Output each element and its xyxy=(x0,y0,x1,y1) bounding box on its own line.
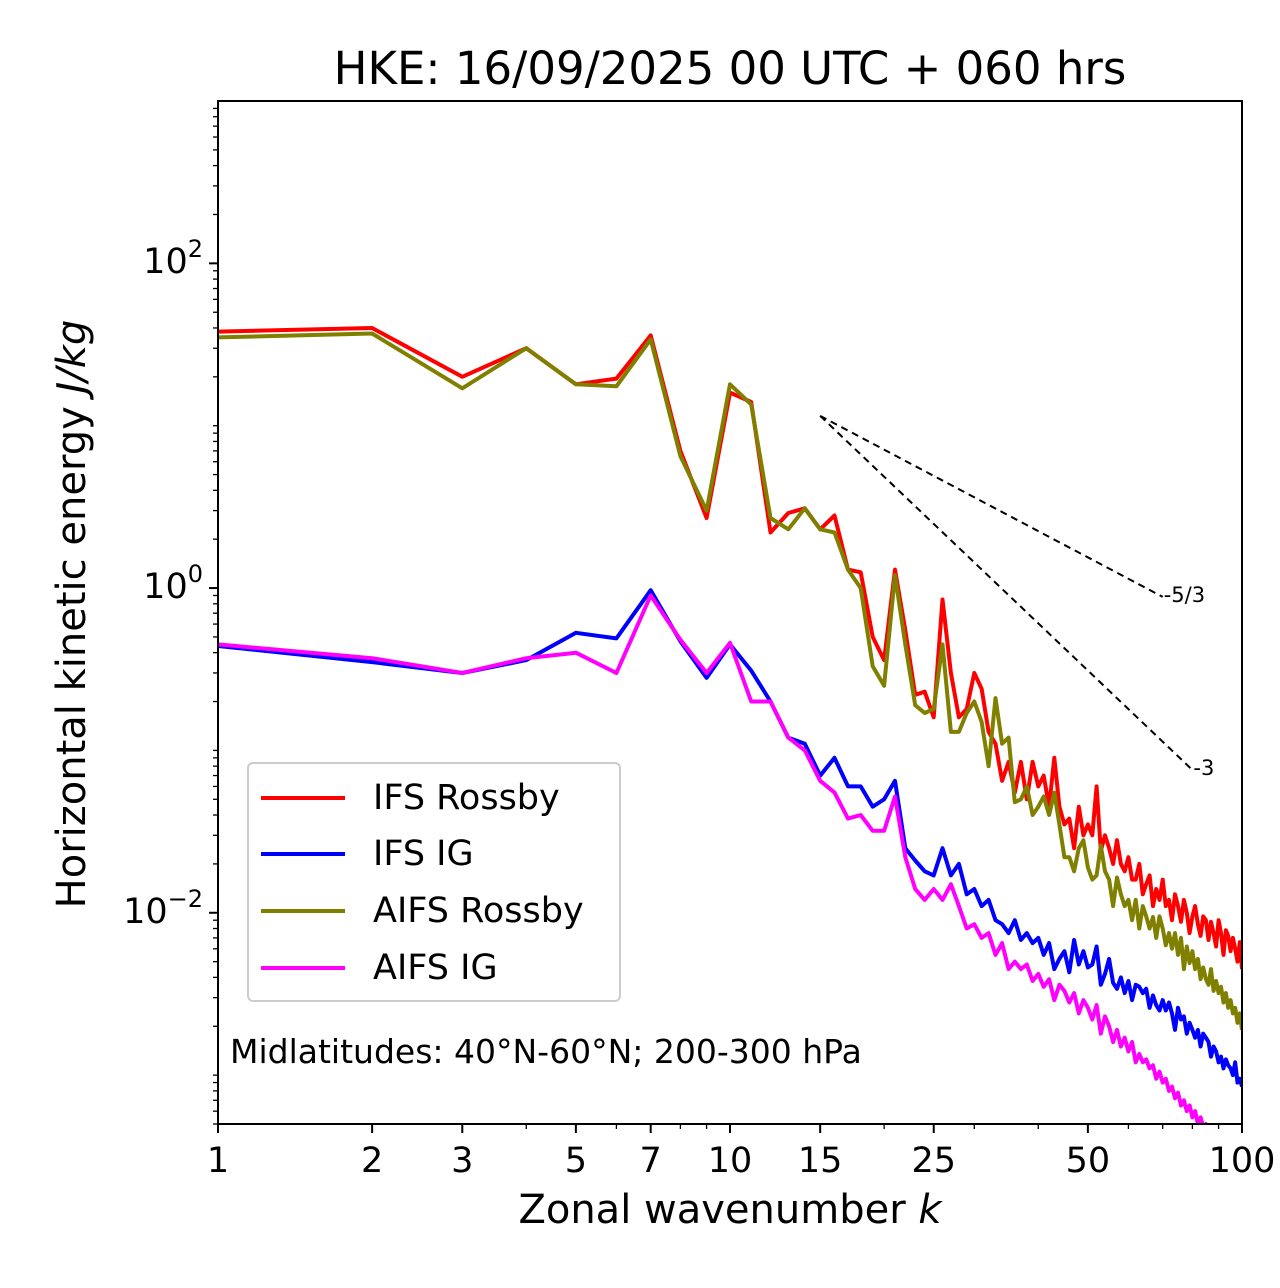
reference-slopes xyxy=(819,414,1194,771)
series-line-aifs-ig xyxy=(218,593,1209,1124)
x-axis-label-var: k xyxy=(918,1187,942,1233)
y-tick-exponent: 2 xyxy=(187,235,203,264)
series-line-ifs-rossby xyxy=(218,326,1242,970)
y-tick-base: 10 xyxy=(143,567,188,608)
reference-slope-line xyxy=(819,414,1164,598)
x-tick-label: 50 xyxy=(1065,1141,1111,1181)
plot-frame xyxy=(217,100,1243,1125)
legend: IFS Rossby IFS IG AIFS Rossby AIFS IG xyxy=(247,762,621,1002)
y-axis-label-text: Horizontal kinetic energy xyxy=(49,393,95,909)
legend-label-ifs-ig: IFS IG xyxy=(373,834,474,874)
x-tick-label: 15 xyxy=(797,1141,843,1181)
legend-swatch-aifs-ig xyxy=(261,966,345,970)
legend-swatch-ifs-ig xyxy=(261,852,345,856)
x-axis-label: Zonal wavenumber k xyxy=(218,1186,1242,1234)
major-ticks xyxy=(209,262,1243,1133)
legend-label-aifs-ig: AIFS IG xyxy=(373,948,498,988)
x-tick-label: 100 xyxy=(1208,1141,1276,1181)
series-line-aifs-rossby xyxy=(218,331,1242,1031)
x-tick-label: 1 xyxy=(206,1141,230,1181)
legend-label-ifs-rossby: IFS Rossby xyxy=(373,778,560,818)
reference-slope-label: -3 xyxy=(1193,755,1215,780)
y-tick-exponent: −2 xyxy=(167,884,203,913)
y-axis-label-unit: J/kg xyxy=(49,319,95,394)
reference-slope-label: -5/3 xyxy=(1163,582,1206,607)
y-tick-exponent: 0 xyxy=(187,560,203,589)
y-tick-base: 10 xyxy=(123,891,168,932)
x-tick-label: 7 xyxy=(639,1141,662,1181)
reference-slope-line xyxy=(819,415,1194,771)
legend-swatch-aifs-rossby xyxy=(261,909,345,913)
x-tick-label: 10 xyxy=(707,1141,753,1181)
series-line-ifs-ig xyxy=(218,588,1242,1088)
region-annotation: Midlatitudes: 40°N-60°N; 200-300 hPa xyxy=(230,1032,862,1071)
y-axis-label: Horizontal kinetic energy J/kg xyxy=(48,214,96,1014)
legend-label-aifs-rossby: AIFS Rossby xyxy=(373,891,584,931)
x-axis-label-text: Zonal wavenumber xyxy=(518,1187,919,1233)
legend-swatch-ifs-rossby xyxy=(261,796,345,800)
y-tick-label: 102 xyxy=(143,237,203,283)
x-tick-label: 25 xyxy=(911,1141,956,1181)
y-tick-base: 10 xyxy=(143,242,188,283)
x-tick-label: 5 xyxy=(564,1141,587,1181)
y-tick-label: 100 xyxy=(143,562,203,608)
x-tick-label: 2 xyxy=(360,1141,384,1181)
x-tick-label: 3 xyxy=(451,1141,474,1181)
y-tick-label: 10−2 xyxy=(123,887,203,933)
chart-title: HKE: 16/09/2025 00 UTC + 060 hrs xyxy=(333,42,1127,95)
series-layer xyxy=(218,326,1242,1124)
